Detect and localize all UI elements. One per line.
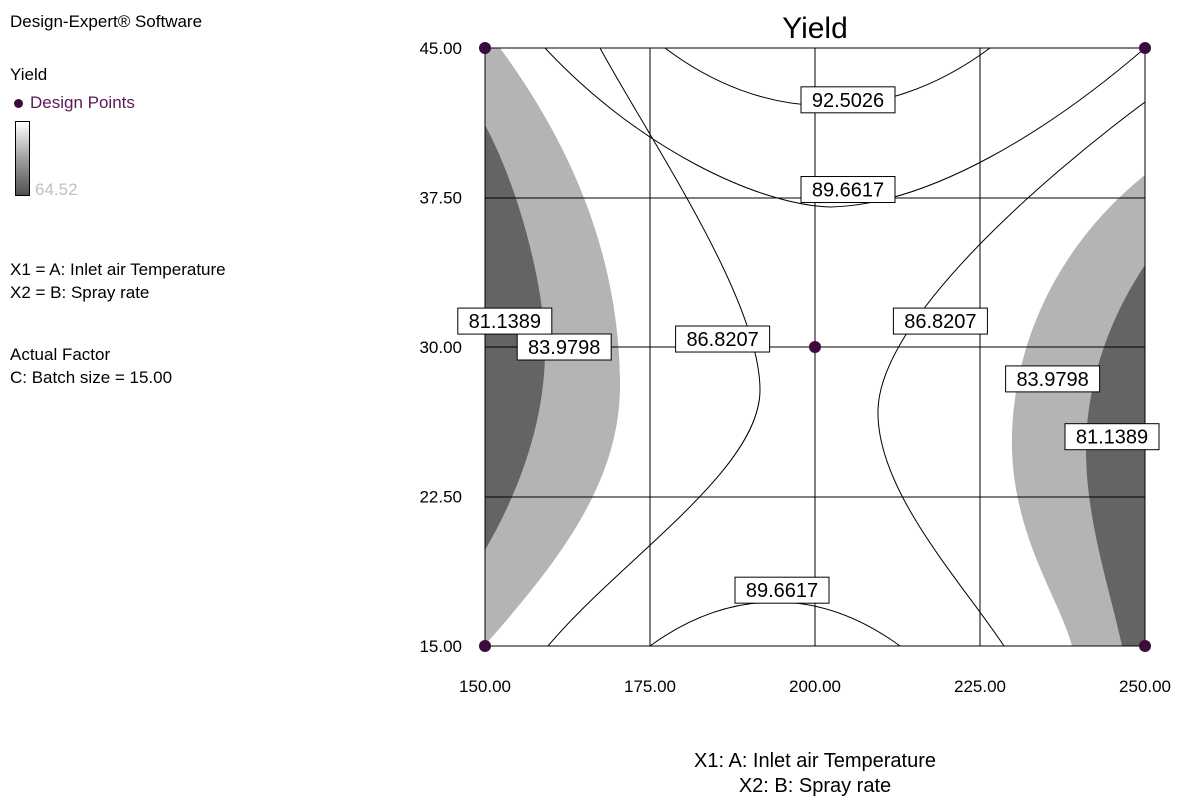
design-point (479, 640, 491, 652)
actual-factor-heading: Actual Factor (10, 345, 111, 364)
contour-label-box (675, 325, 771, 353)
design-points-label: Design Points (30, 93, 135, 112)
response-label: Yield (10, 65, 48, 84)
contour-label-box (457, 307, 553, 335)
design-point (1139, 42, 1151, 54)
y-tick-label: 30.00 (419, 338, 462, 357)
contour-label: 86.8207 (686, 329, 758, 351)
y-tick-label: 37.50 (419, 189, 462, 208)
x-tick-label: 150.00 (459, 677, 511, 696)
design-point (1139, 640, 1151, 652)
contour-label: 92.5026 (812, 90, 884, 112)
actual-factor-value: C: Batch size = 15.00 (10, 368, 173, 387)
contour-label: 81.1389 (1076, 427, 1148, 449)
contour-label: 89.6617 (812, 180, 884, 202)
factor-x2-label: X2 = B: Spray rate (10, 283, 150, 302)
plot-frame (484, 47, 1146, 647)
color-scale-bar (15, 121, 30, 196)
contour-label: 83.9798 (528, 337, 600, 359)
contour-label-box (800, 86, 896, 114)
contour-line-89-6617-top (544, 48, 1145, 208)
y-tick-label: 15.00 (419, 637, 462, 656)
software-label: Design-Expert® Software (10, 12, 203, 31)
contour-label-box (1064, 423, 1160, 451)
design-point-legend-icon (14, 99, 23, 108)
y-axis-label: X2: B: Spray rate (739, 775, 891, 797)
contour-label: 83.9798 (1016, 369, 1088, 391)
design-point (809, 341, 821, 353)
y-tick-label: 45.00 (419, 39, 462, 58)
scale-low-value: 64.52 (35, 180, 78, 199)
contour-label-box (734, 576, 830, 604)
contour-line-86-8207-right (877, 101, 1145, 646)
fill-region-right-dark (1086, 265, 1145, 646)
x-axis-label: X1: A: Inlet air Temperature (694, 750, 936, 772)
contour-line-86-8207-left (547, 48, 761, 646)
contour-label-box (516, 333, 612, 361)
x-tick-label: 250.00 (1119, 677, 1171, 696)
x-tick-label: 175.00 (624, 677, 676, 696)
contour-label-box (800, 176, 896, 204)
contour-label-box (892, 307, 988, 335)
contour-label-box (1005, 365, 1101, 393)
contour-label: 86.8207 (904, 311, 976, 333)
contour-label: 89.6617 (746, 580, 818, 602)
x-tick-label: 225.00 (954, 677, 1006, 696)
contour-label: 81.1389 (469, 311, 541, 333)
contour-lines (544, 48, 1145, 646)
x-tick-label: 200.00 (789, 677, 841, 696)
factor-x1-label: X1 = A: Inlet air Temperature (10, 260, 226, 279)
chart-title: Yield (782, 12, 848, 45)
y-tick-label: 22.50 (419, 488, 462, 507)
fill-region-left-dark (485, 125, 545, 550)
design-point (479, 42, 491, 54)
